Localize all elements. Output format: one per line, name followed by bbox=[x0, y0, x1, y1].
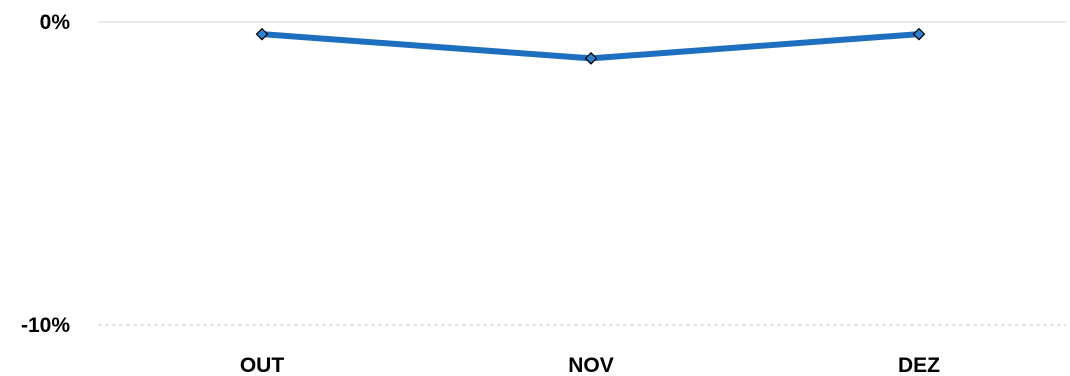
gridlines bbox=[98, 21, 1066, 326]
y-axis-ticks: 0% -10% bbox=[21, 11, 70, 337]
series-group bbox=[255, 27, 926, 65]
data-point-out bbox=[255, 27, 269, 41]
y-tick-label: 0% bbox=[40, 11, 71, 34]
x-tick-label: DEZ bbox=[898, 354, 940, 376]
y-tick-label: -10% bbox=[21, 314, 70, 337]
data-point-dez bbox=[912, 27, 926, 41]
x-tick-label: NOV bbox=[568, 354, 614, 376]
x-tick-label: OUT bbox=[240, 354, 285, 376]
x-axis-ticks: OUT NOV DEZ bbox=[240, 354, 940, 376]
data-point-nov bbox=[584, 52, 598, 65]
